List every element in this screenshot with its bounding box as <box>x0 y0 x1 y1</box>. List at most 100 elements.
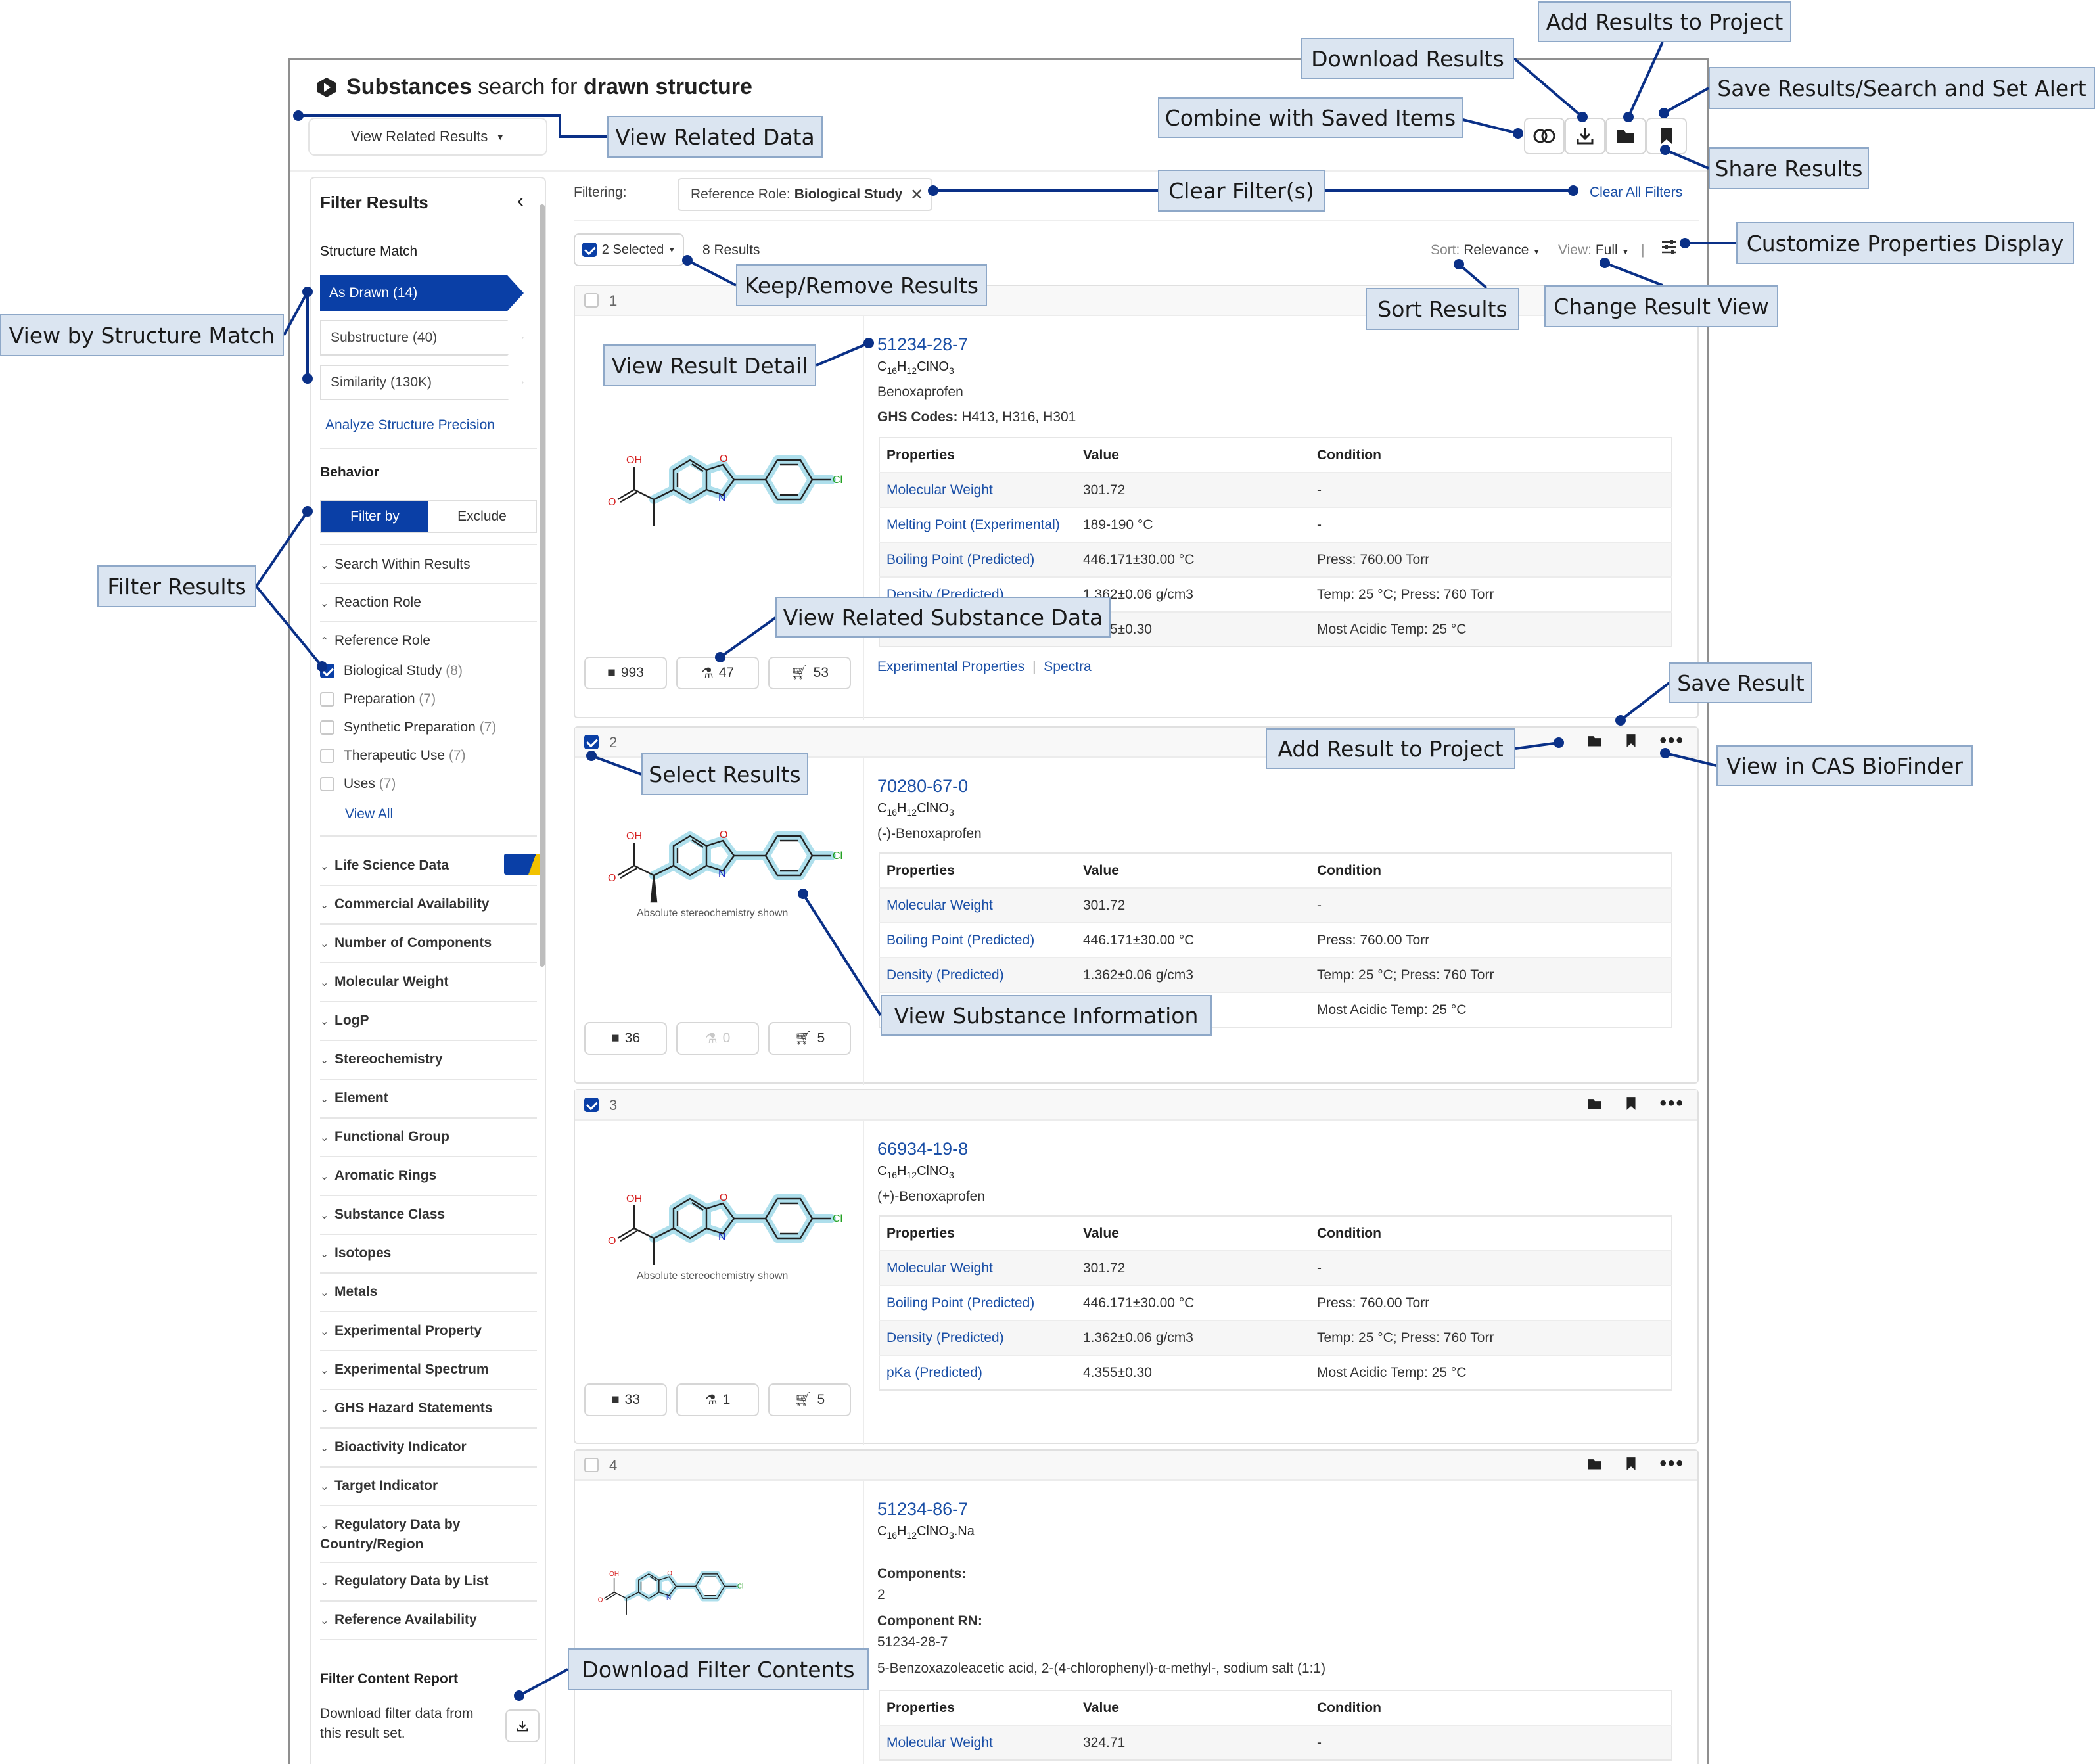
spectra-link[interactable]: Spectra <box>1044 659 1092 674</box>
cas-rn-link[interactable]: 70280-67-0 <box>877 776 969 796</box>
facet-item[interactable]: ⌄ Reference Availability <box>320 1611 511 1631</box>
bookmark-icon[interactable] <box>1625 1096 1637 1111</box>
checkbox[interactable] <box>320 749 334 764</box>
checkbox[interactable] <box>320 664 334 679</box>
reactions-count-button[interactable]: ⚗ 1 <box>676 1383 759 1416</box>
bookmark-icon[interactable] <box>1625 1456 1637 1472</box>
structure-diagram[interactable]: OH O O N Cl <box>582 1169 858 1268</box>
facet-item[interactable]: ⌄ Number of Components <box>320 934 511 954</box>
property-name-link[interactable]: Boiling Point (Predicted) <box>879 542 1076 577</box>
facet-item[interactable]: ⌄ Life Science Data <box>320 856 511 876</box>
related-counts: ■ 993 ⚗ 47 🛒︎ 53 <box>584 657 851 689</box>
result-select-checkbox[interactable] <box>584 735 599 749</box>
experimental-properties-link[interactable]: Experimental Properties <box>877 659 1025 674</box>
facet-reference-role[interactable]: ⌃ Reference Role <box>320 633 430 648</box>
property-name-link[interactable]: Boiling Point (Predicted) <box>879 1285 1076 1320</box>
facet-item[interactable]: ⌄ Regulatory Data by Country/Region <box>320 1516 511 1554</box>
reactions-count-button[interactable]: ⚗ 47 <box>676 657 759 689</box>
result-select-checkbox[interactable] <box>584 1098 599 1112</box>
checkbox[interactable] <box>320 720 334 735</box>
property-name-link[interactable]: Density (Predicted) <box>879 957 1076 992</box>
folder-icon[interactable] <box>1587 1457 1603 1470</box>
facet-item[interactable]: ⌄ Stereochemistry <box>320 1050 511 1070</box>
checkbox[interactable] <box>320 692 334 707</box>
bookmark-icon[interactable] <box>1625 733 1637 749</box>
reference-role-option[interactable]: Therapeutic Use (7) <box>320 748 466 764</box>
cas-rn-link[interactable]: 51234-86-7 <box>877 1499 969 1519</box>
cas-rn-link[interactable]: 66934-19-8 <box>877 1139 969 1159</box>
more-options-icon[interactable]: ••• <box>1659 1452 1684 1474</box>
property-name-link[interactable]: Density (Predicted) <box>879 1320 1076 1355</box>
suppliers-count-button[interactable]: 🛒︎ 53 <box>768 657 851 689</box>
facet-item[interactable]: ⌄ Metals <box>320 1283 511 1303</box>
behavior-filter-button[interactable]: Filter by <box>321 501 428 532</box>
view-dropdown[interactable]: View: Full ▼ <box>1558 243 1630 258</box>
property-name-link[interactable]: Boiling Point (Predicted) <box>879 922 1076 958</box>
references-count-button[interactable]: ■ 993 <box>584 657 667 689</box>
save-results-alert-button[interactable] <box>1646 118 1687 154</box>
sidebar-scrollbar[interactable] <box>540 204 545 967</box>
facet-item[interactable]: ⌄ Substance Class <box>320 1205 511 1225</box>
behavior-exclude-button[interactable]: Exclude <box>428 501 536 532</box>
select-menu-button[interactable]: 2 Selected ▼ <box>574 233 684 266</box>
cas-rn-link[interactable]: 51234-28-7 <box>877 335 969 354</box>
facet-reaction-role[interactable]: ⌄ Reaction Role <box>320 595 421 610</box>
facet-item[interactable]: ⌄ Molecular Weight <box>320 973 511 992</box>
structure-diagram[interactable]: OH O O N Cl <box>582 806 858 905</box>
result-select-checkbox[interactable] <box>584 1458 599 1472</box>
more-options-icon[interactable]: ••• <box>1659 730 1684 751</box>
reference-role-option[interactable]: Preparation (7) <box>320 691 436 707</box>
structure-diagram[interactable]: OH O O N Cl <box>582 430 858 529</box>
facet-item[interactable]: ⌄ Functional Group <box>320 1128 511 1148</box>
facet-item[interactable]: ⌄ LogP <box>320 1011 511 1031</box>
facet-item[interactable]: ⌄ Bioactivity Indicator <box>320 1438 511 1458</box>
facet-search-within[interactable]: ⌄ Search Within Results <box>320 557 471 572</box>
structure-option-similarity[interactable]: Similarity (130K) <box>320 365 524 400</box>
facet-item[interactable]: ⌄ Regulatory Data by List <box>320 1572 511 1592</box>
sort-dropdown[interactable]: Sort: Relevance ▼ <box>1431 243 1541 258</box>
property-name-link[interactable]: Molecular Weight <box>879 887 1076 923</box>
property-name-link[interactable]: Molecular Weight <box>879 1250 1076 1286</box>
component-rn-link[interactable]: 51234-28-7 <box>877 1635 948 1650</box>
property-name-link[interactable]: pKa (Predicted) <box>879 1355 1076 1390</box>
suppliers-count-button[interactable]: 🛒︎ 5 <box>768 1022 851 1055</box>
reference-role-option[interactable]: Uses (7) <box>320 776 396 792</box>
folder-icon[interactable] <box>1587 1097 1603 1110</box>
checkbox[interactable] <box>320 777 334 792</box>
analyze-structure-link[interactable]: Analyze Structure Precision <box>325 417 495 432</box>
property-name-link[interactable]: Molecular Weight <box>879 1725 1076 1760</box>
facet-item[interactable]: ⌄ Experimental Property <box>320 1322 511 1341</box>
references-count-button[interactable]: ■ 33 <box>584 1383 667 1416</box>
view-related-results-button[interactable]: View Related Results ▼ <box>310 119 546 154</box>
result-select-checkbox[interactable] <box>584 293 599 308</box>
facet-item[interactable]: ⌄ Target Indicator <box>320 1477 511 1497</box>
structure-option-as-drawn[interactable]: As Drawn (14) <box>320 275 524 311</box>
more-options-icon[interactable]: ••• <box>1659 1092 1684 1114</box>
reference-role-option[interactable]: Synthetic Preparation (7) <box>320 720 496 735</box>
facet-item[interactable]: ⌄ Commercial Availability <box>320 895 511 915</box>
view-all-link[interactable]: View All <box>345 806 394 822</box>
facet-item[interactable]: ⌄ Element <box>320 1089 511 1109</box>
reactions-count-button[interactable]: ⚗ 0 <box>676 1022 759 1055</box>
structure-option-substructure[interactable]: Substructure (40) <box>320 320 524 356</box>
download-filter-button[interactable] <box>505 1709 540 1742</box>
structure-diagram[interactable]: OH O O N Cl <box>582 1556 752 1617</box>
facet-item[interactable]: ⌄ Isotopes <box>320 1244 511 1264</box>
download-results-button[interactable] <box>1565 118 1605 154</box>
close-icon[interactable]: ✕ <box>910 185 924 204</box>
clear-all-filters-link[interactable]: Clear All Filters <box>1590 185 1683 200</box>
facet-item[interactable]: ⌄ Aromatic Rings <box>320 1167 511 1186</box>
collapse-sidebar-icon[interactable]: ‹ <box>517 190 524 212</box>
folder-icon[interactable] <box>1587 734 1603 747</box>
suppliers-count-button[interactable]: 🛒︎ 5 <box>768 1383 851 1416</box>
add-results-project-button[interactable] <box>1605 118 1646 154</box>
reference-role-option[interactable]: Biological Study (8) <box>320 663 463 679</box>
facet-item[interactable]: ⌄ Experimental Spectrum <box>320 1360 511 1380</box>
customize-properties-icon[interactable] <box>1661 239 1678 259</box>
combine-saved-button[interactable] <box>1524 118 1565 154</box>
active-filter-chip[interactable]: Reference Role: Biological Study ✕ <box>678 178 933 211</box>
references-count-button[interactable]: ■ 36 <box>584 1022 667 1055</box>
property-name-link[interactable]: Melting Point (Experimental) <box>879 507 1076 542</box>
facet-item[interactable]: ⌄ GHS Hazard Statements <box>320 1399 511 1419</box>
property-name-link[interactable]: Molecular Weight <box>879 472 1076 507</box>
